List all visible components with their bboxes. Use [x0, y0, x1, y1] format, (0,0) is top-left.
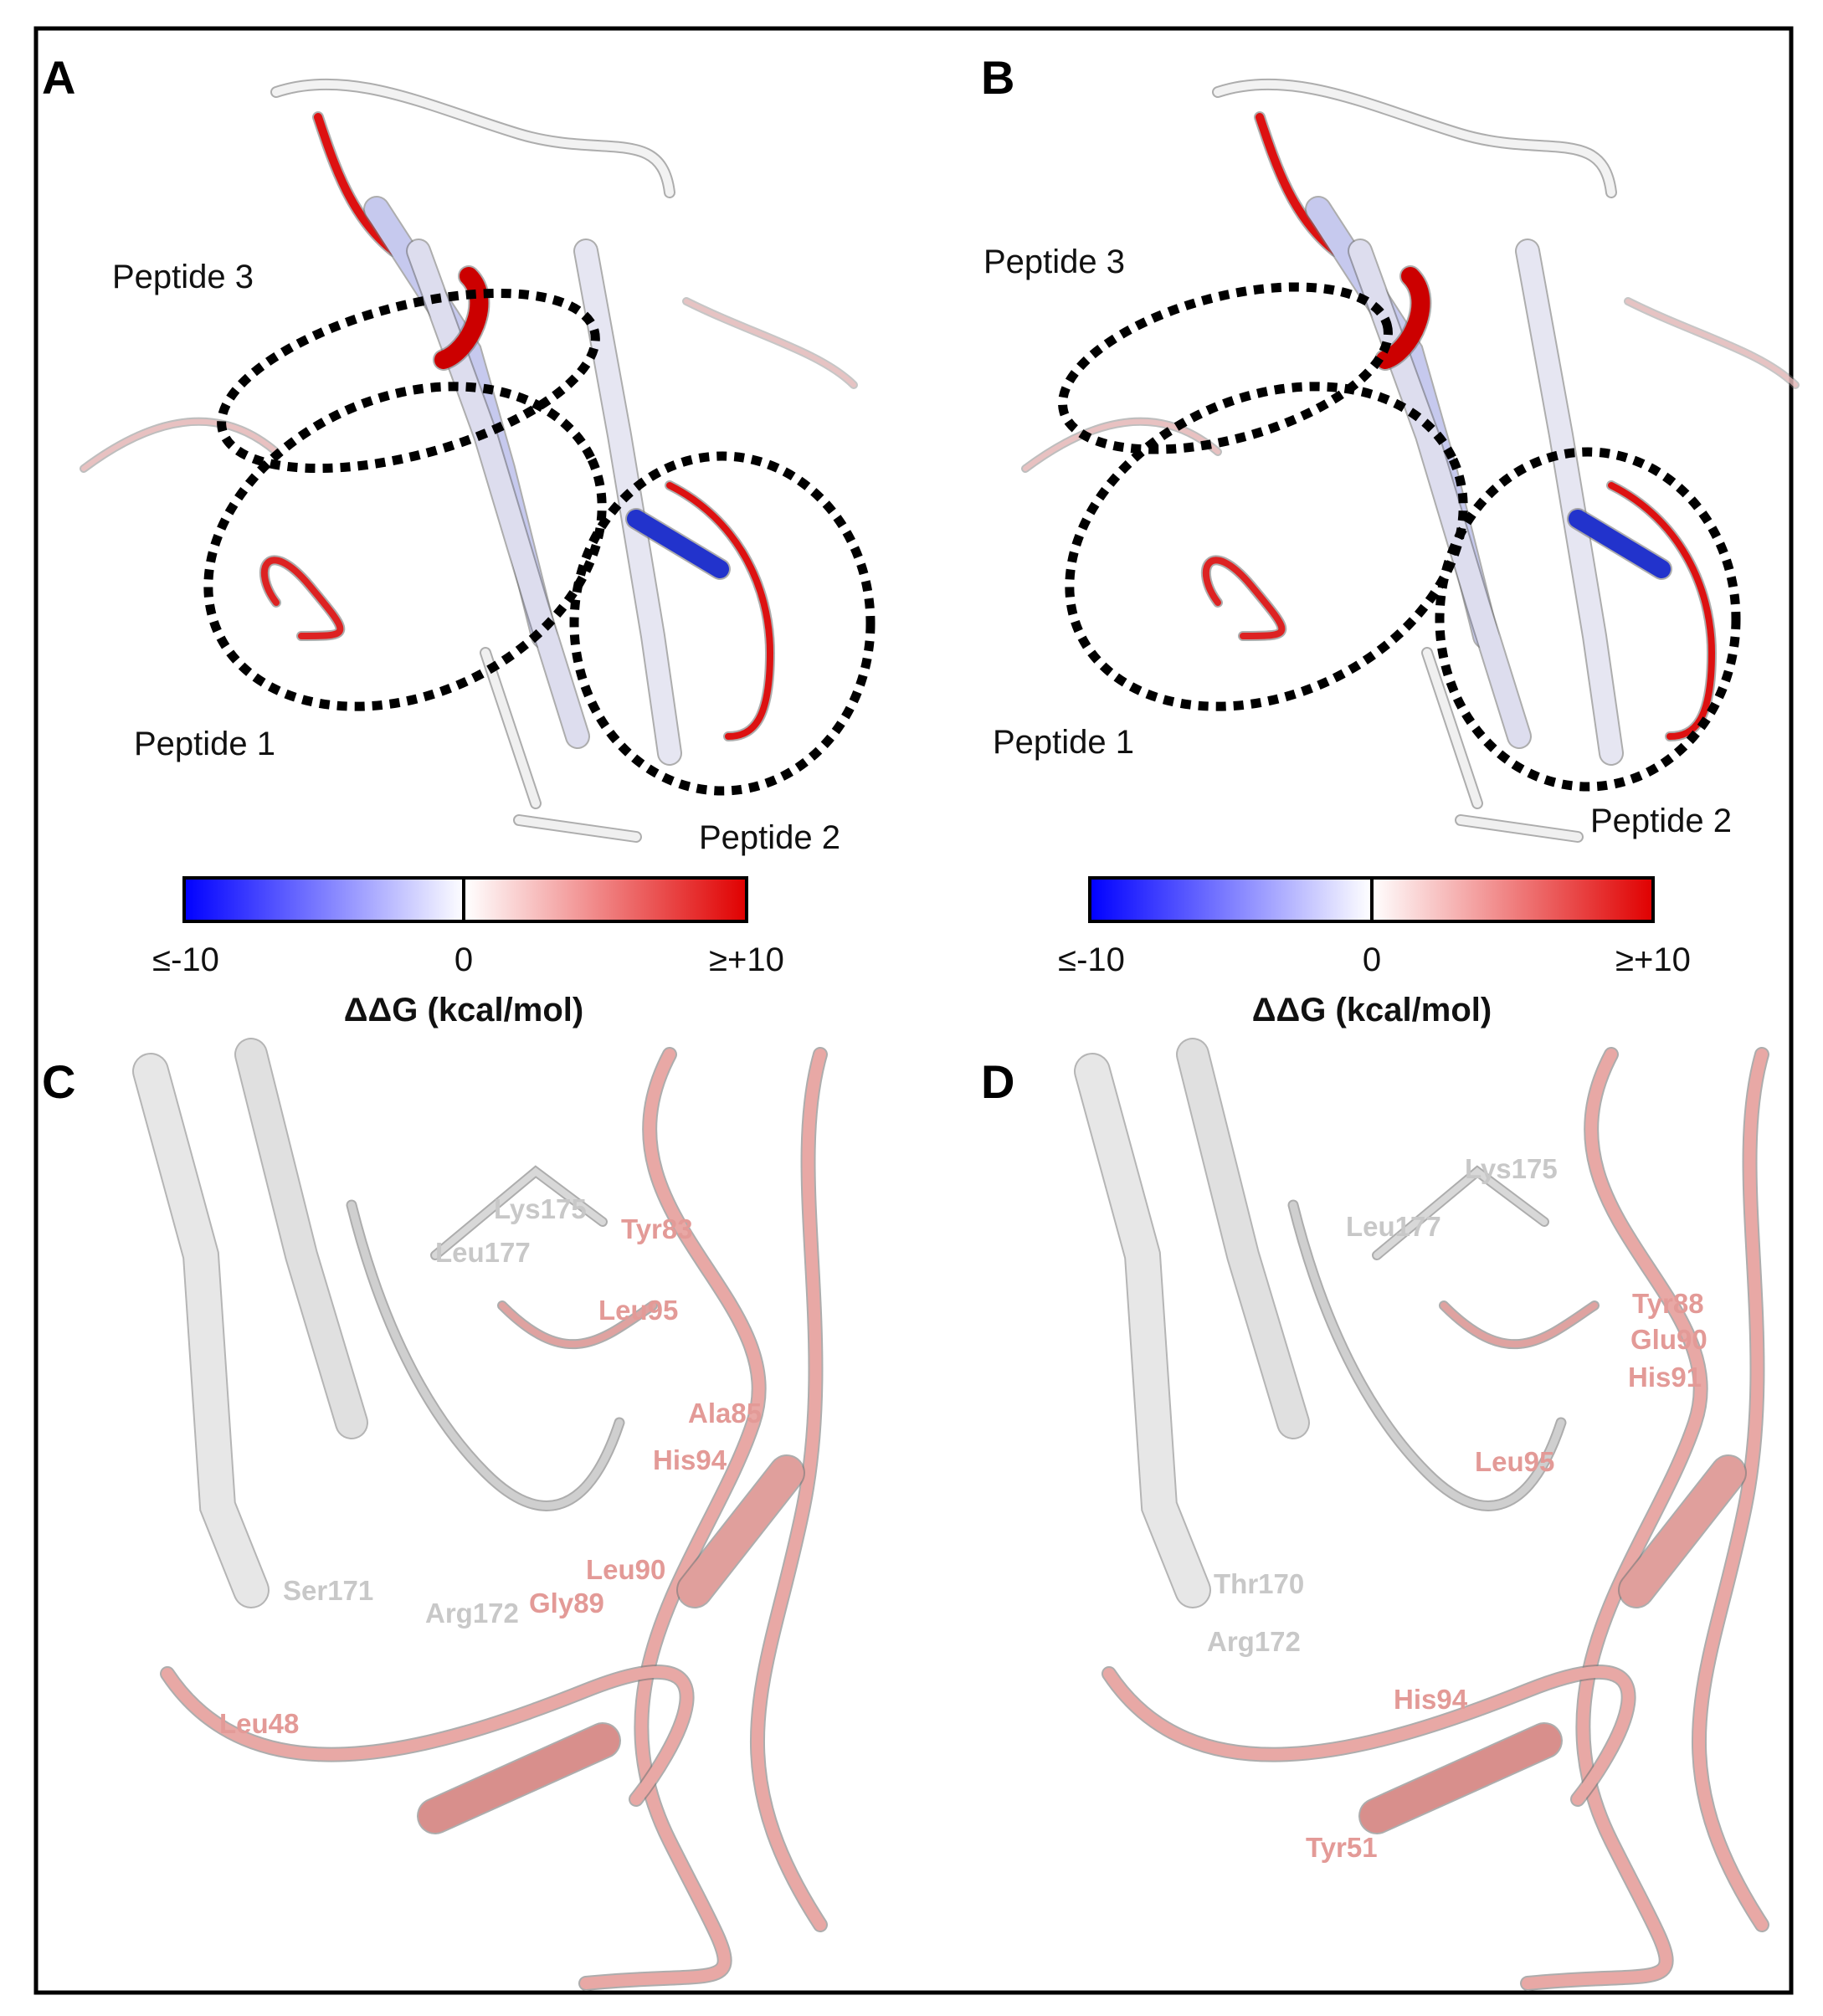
- ribbon: [1517, 240, 1622, 764]
- ribbon: [1620, 1456, 1745, 1607]
- ribbon: [1178, 1039, 1308, 1438]
- ribbon: [666, 482, 774, 740]
- colorbar-tick: 0: [454, 941, 473, 978]
- colorbar-tick: ≤-10: [1058, 941, 1125, 978]
- ribbon: [627, 510, 729, 578]
- residue-label: Leu95: [598, 1295, 678, 1326]
- ribbon: [1376, 267, 1430, 369]
- residue-label: Lys175: [494, 1193, 587, 1224]
- residue-label: Leu177: [435, 1237, 531, 1268]
- ribbon: [1256, 113, 1339, 255]
- ribbon: [236, 1039, 367, 1438]
- peptide-label: Peptide 1: [134, 726, 275, 762]
- frame: [33, 26, 1794, 1995]
- panel-label: D: [981, 1055, 1014, 1108]
- residue-label: Leu177: [1346, 1211, 1441, 1242]
- ellipse: [569, 451, 876, 796]
- peptide-label: Peptide 3: [983, 244, 1125, 280]
- residue-label: His94: [1394, 1684, 1468, 1715]
- ribbon: [162, 1666, 693, 1805]
- ribbon: [678, 1456, 804, 1607]
- ribbon: [481, 649, 640, 841]
- residue-label: Glu90: [1630, 1324, 1707, 1355]
- colorbar-tick: ≥+10: [709, 941, 784, 978]
- ribbon: [81, 418, 279, 471]
- peptide-label: Peptide 3: [112, 259, 254, 295]
- ellipse: [217, 288, 600, 474]
- ribbon: [575, 240, 680, 764]
- ribbon: [434, 267, 489, 369]
- residue-label: Ser171: [283, 1575, 373, 1606]
- residue-label: Leu95: [1475, 1446, 1554, 1477]
- ribbon: [1423, 649, 1582, 841]
- residue-label: Ala85: [688, 1398, 762, 1429]
- ribbon: [1440, 1302, 1598, 1348]
- ellipse: [1435, 447, 1741, 792]
- residue-label: Arg172: [1207, 1626, 1301, 1657]
- structure-art: [80, 78, 1800, 1991]
- panel-label: A: [42, 51, 75, 104]
- residue-label: Lys175: [1465, 1153, 1558, 1184]
- ribbon: [1103, 1666, 1635, 1805]
- residue-label: Arg172: [425, 1598, 519, 1629]
- ribbon: [1076, 1054, 1209, 1607]
- ellipse: [203, 382, 607, 711]
- ellipse: [1058, 282, 1393, 454]
- ribbon: [134, 1054, 268, 1607]
- ribbon: [261, 557, 344, 639]
- residue-label: Tyr83: [621, 1213, 693, 1244]
- ribbon: [499, 1302, 656, 1348]
- colorbar-tick: 0: [1363, 941, 1381, 978]
- ribbon: [1360, 1724, 1561, 1833]
- ribbon: [272, 80, 674, 197]
- ribbon: [1214, 80, 1615, 197]
- residue-label: Leu48: [219, 1708, 299, 1739]
- ribbon: [1625, 299, 1798, 387]
- ribbon: [432, 1167, 606, 1259]
- colorbar-title: ΔΔG (kcal/mol): [1252, 992, 1492, 1029]
- panel-label: C: [42, 1055, 75, 1108]
- ribbon: [1569, 510, 1671, 578]
- residue-label: Leu90: [586, 1554, 665, 1585]
- ribbon: [1023, 418, 1220, 471]
- ribbon: [752, 1049, 826, 1931]
- ribbon: [347, 1201, 624, 1510]
- ribbon: [684, 299, 856, 387]
- residue-label: Thr170: [1214, 1568, 1304, 1599]
- residue-label: His94: [653, 1444, 727, 1475]
- residue-label: Gly89: [529, 1588, 604, 1618]
- ribbon: [1693, 1049, 1768, 1931]
- peptide-label: Peptide 2: [1590, 803, 1732, 839]
- ribbon: [1374, 1167, 1548, 1259]
- colorbar-tick: ≤-10: [152, 941, 219, 978]
- ribbon: [419, 1724, 619, 1833]
- colorbar-tick: ≥+10: [1615, 941, 1691, 978]
- ribbon: [314, 113, 398, 255]
- ribbon: [1608, 482, 1716, 740]
- panel-label: B: [981, 51, 1014, 104]
- residue-label: Tyr88: [1632, 1288, 1704, 1319]
- residue-label: Tyr51: [1306, 1832, 1378, 1863]
- ribbon: [1203, 557, 1286, 639]
- ribbon: [1289, 1201, 1565, 1510]
- residue-label: His91: [1628, 1362, 1702, 1393]
- peptide-label: Peptide 1: [993, 724, 1134, 761]
- peptide-label: Peptide 2: [699, 819, 840, 856]
- colorbar-title: ΔΔG (kcal/mol): [344, 992, 583, 1029]
